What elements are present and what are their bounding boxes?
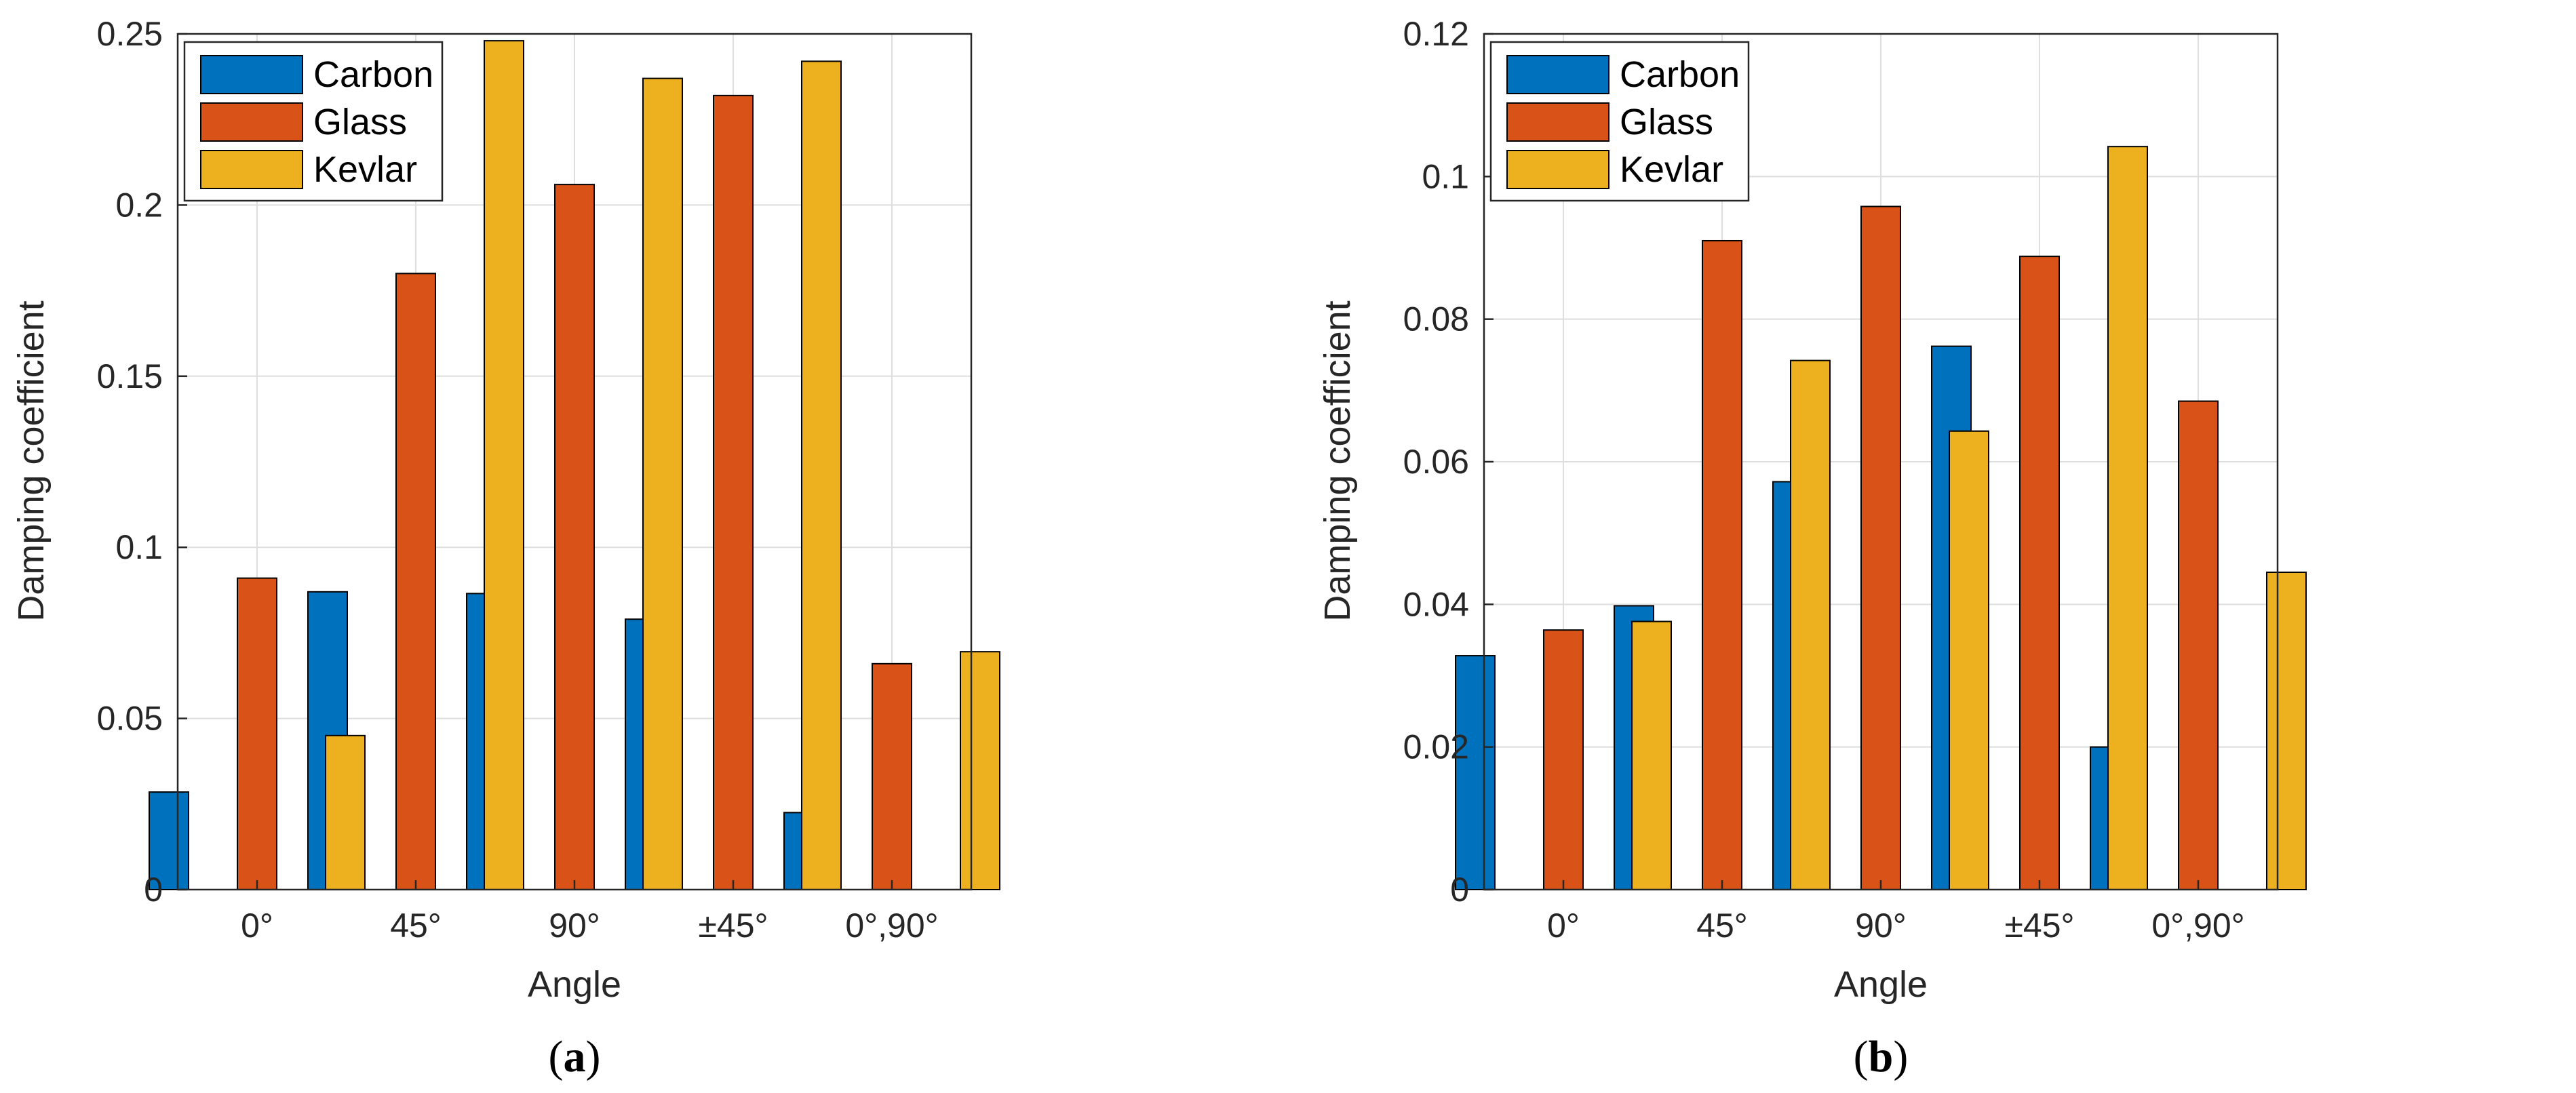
x-tick-label: ±45° bbox=[2004, 907, 2074, 945]
bar-kevlar-1 bbox=[1790, 359, 1831, 890]
bar-glass-2 bbox=[554, 184, 595, 890]
legend-swatch-kevlar bbox=[1506, 150, 1609, 189]
bar-kevlar-0 bbox=[1631, 620, 1672, 890]
x-axis-label-a: Angle bbox=[528, 964, 621, 1005]
x-tick-label: 45° bbox=[1696, 907, 1748, 945]
bar-kevlar-0 bbox=[325, 734, 366, 890]
bar-carbon-0 bbox=[1455, 655, 1496, 890]
bar-kevlar-3 bbox=[801, 60, 842, 890]
x-ticks-b: 0° 45° 90° ±45° 0°,90° bbox=[1547, 907, 2245, 945]
plot-frame bbox=[1483, 33, 2279, 891]
bar-glass-4 bbox=[2178, 400, 2219, 890]
y-tick-label: 0.05 bbox=[97, 700, 163, 738]
y-ticks-b: 0 0.02 0.04 0.06 0.08 0.1 0.12 bbox=[1403, 15, 1469, 909]
y-axis-label-a: Damping coefficient bbox=[11, 300, 52, 621]
y-tick-label: 0.25 bbox=[97, 15, 163, 53]
bars-b bbox=[1455, 146, 2307, 891]
y-tick-label: 0 bbox=[144, 871, 163, 909]
bars-a bbox=[149, 40, 1000, 891]
x-tick-label: 0°,90° bbox=[845, 907, 938, 945]
bar-glass-4 bbox=[872, 662, 912, 890]
y-tick-label: 0.2 bbox=[115, 186, 163, 224]
legend-label-kevlar: Kevlar bbox=[1620, 149, 1723, 190]
plot-frame bbox=[176, 33, 973, 891]
y-tick-label: 0.06 bbox=[1403, 443, 1469, 481]
axes-b bbox=[1483, 33, 2279, 891]
legend-a: Carbon Glass Kevlar bbox=[183, 41, 444, 202]
panel-label-a: (a) bbox=[549, 1032, 601, 1081]
bar-glass-1 bbox=[1702, 239, 1742, 890]
legend-label-carbon: Carbon bbox=[1620, 54, 1740, 95]
legend-label-kevlar: Kevlar bbox=[313, 149, 417, 190]
bar-kevlar-2 bbox=[1949, 430, 1989, 890]
legend-label-glass: Glass bbox=[313, 102, 407, 142]
x-ticks-a: 0° 45° 90° ±45° 0°,90° bbox=[241, 907, 939, 945]
y-tick-label: 0 bbox=[1450, 871, 1469, 909]
y-tick-label: 0.04 bbox=[1403, 585, 1469, 623]
chart-panel-a: 0 0.05 0.1 0.15 0.2 0.25 0° 45° 90° ±45° 0°,90° C… bbox=[11, 15, 1000, 1005]
y-tick-label: 0.08 bbox=[1403, 300, 1469, 338]
bar-glass-2 bbox=[1860, 205, 1901, 890]
bar-kevlar-4 bbox=[960, 651, 1000, 890]
x-tick-label: 0° bbox=[241, 907, 273, 945]
y-tick-label: 0.02 bbox=[1403, 728, 1469, 766]
panel-label-b-letter: b bbox=[1869, 1032, 1894, 1081]
bar-kevlar-2 bbox=[642, 77, 683, 890]
y-ticks-a: 0 0.05 0.1 0.15 0.2 0.25 bbox=[97, 15, 163, 909]
legend-swatch-kevlar bbox=[200, 150, 303, 189]
bar-kevlar-1 bbox=[484, 40, 524, 891]
x-axis-label-b: Angle bbox=[1834, 964, 1928, 1005]
y-tick-label: 0.12 bbox=[1403, 15, 1469, 53]
x-tick-label: ±45° bbox=[698, 907, 768, 945]
y-tick-label: 0.1 bbox=[1422, 157, 1469, 195]
legend-label-carbon: Carbon bbox=[313, 54, 433, 95]
x-tick-label: 0° bbox=[1547, 907, 1580, 945]
bar-kevlar-4 bbox=[2266, 572, 2307, 891]
y-tick-label: 0.1 bbox=[115, 528, 163, 566]
bar-glass-3 bbox=[713, 94, 754, 890]
y-axis-label-b: Damping coefficient bbox=[1317, 300, 1358, 621]
y-tick-label: 0.15 bbox=[97, 357, 163, 395]
bar-glass-3 bbox=[2019, 256, 2060, 890]
legend-swatch-glass bbox=[200, 102, 303, 142]
legend-swatch-carbon bbox=[200, 55, 303, 94]
bar-kevlar-3 bbox=[2107, 146, 2148, 890]
x-tick-label: 90° bbox=[1855, 907, 1907, 945]
panel-label-a-letter: a bbox=[564, 1032, 586, 1081]
legend-swatch-carbon bbox=[1506, 55, 1609, 94]
bar-glass-0 bbox=[237, 577, 277, 891]
bar-carbon-0 bbox=[149, 791, 189, 890]
x-tick-label: 45° bbox=[390, 907, 442, 945]
x-tick-label: 90° bbox=[549, 907, 600, 945]
legend-label-glass: Glass bbox=[1620, 102, 1713, 142]
bar-glass-0 bbox=[1543, 629, 1584, 891]
x-tick-label: 0°,90° bbox=[2151, 907, 2244, 945]
legend-b: Carbon Glass Kevlar bbox=[1489, 41, 1750, 202]
bar-glass-1 bbox=[395, 273, 436, 890]
axes-a bbox=[176, 33, 973, 891]
panel-label-b: (b) bbox=[1854, 1032, 1909, 1081]
chart-panel-b: 0 0.02 0.04 0.06 0.08 0.1 0.12 0° 45° 90° ±45° 0°,… bbox=[1317, 15, 2307, 1005]
legend-swatch-glass bbox=[1506, 102, 1609, 142]
